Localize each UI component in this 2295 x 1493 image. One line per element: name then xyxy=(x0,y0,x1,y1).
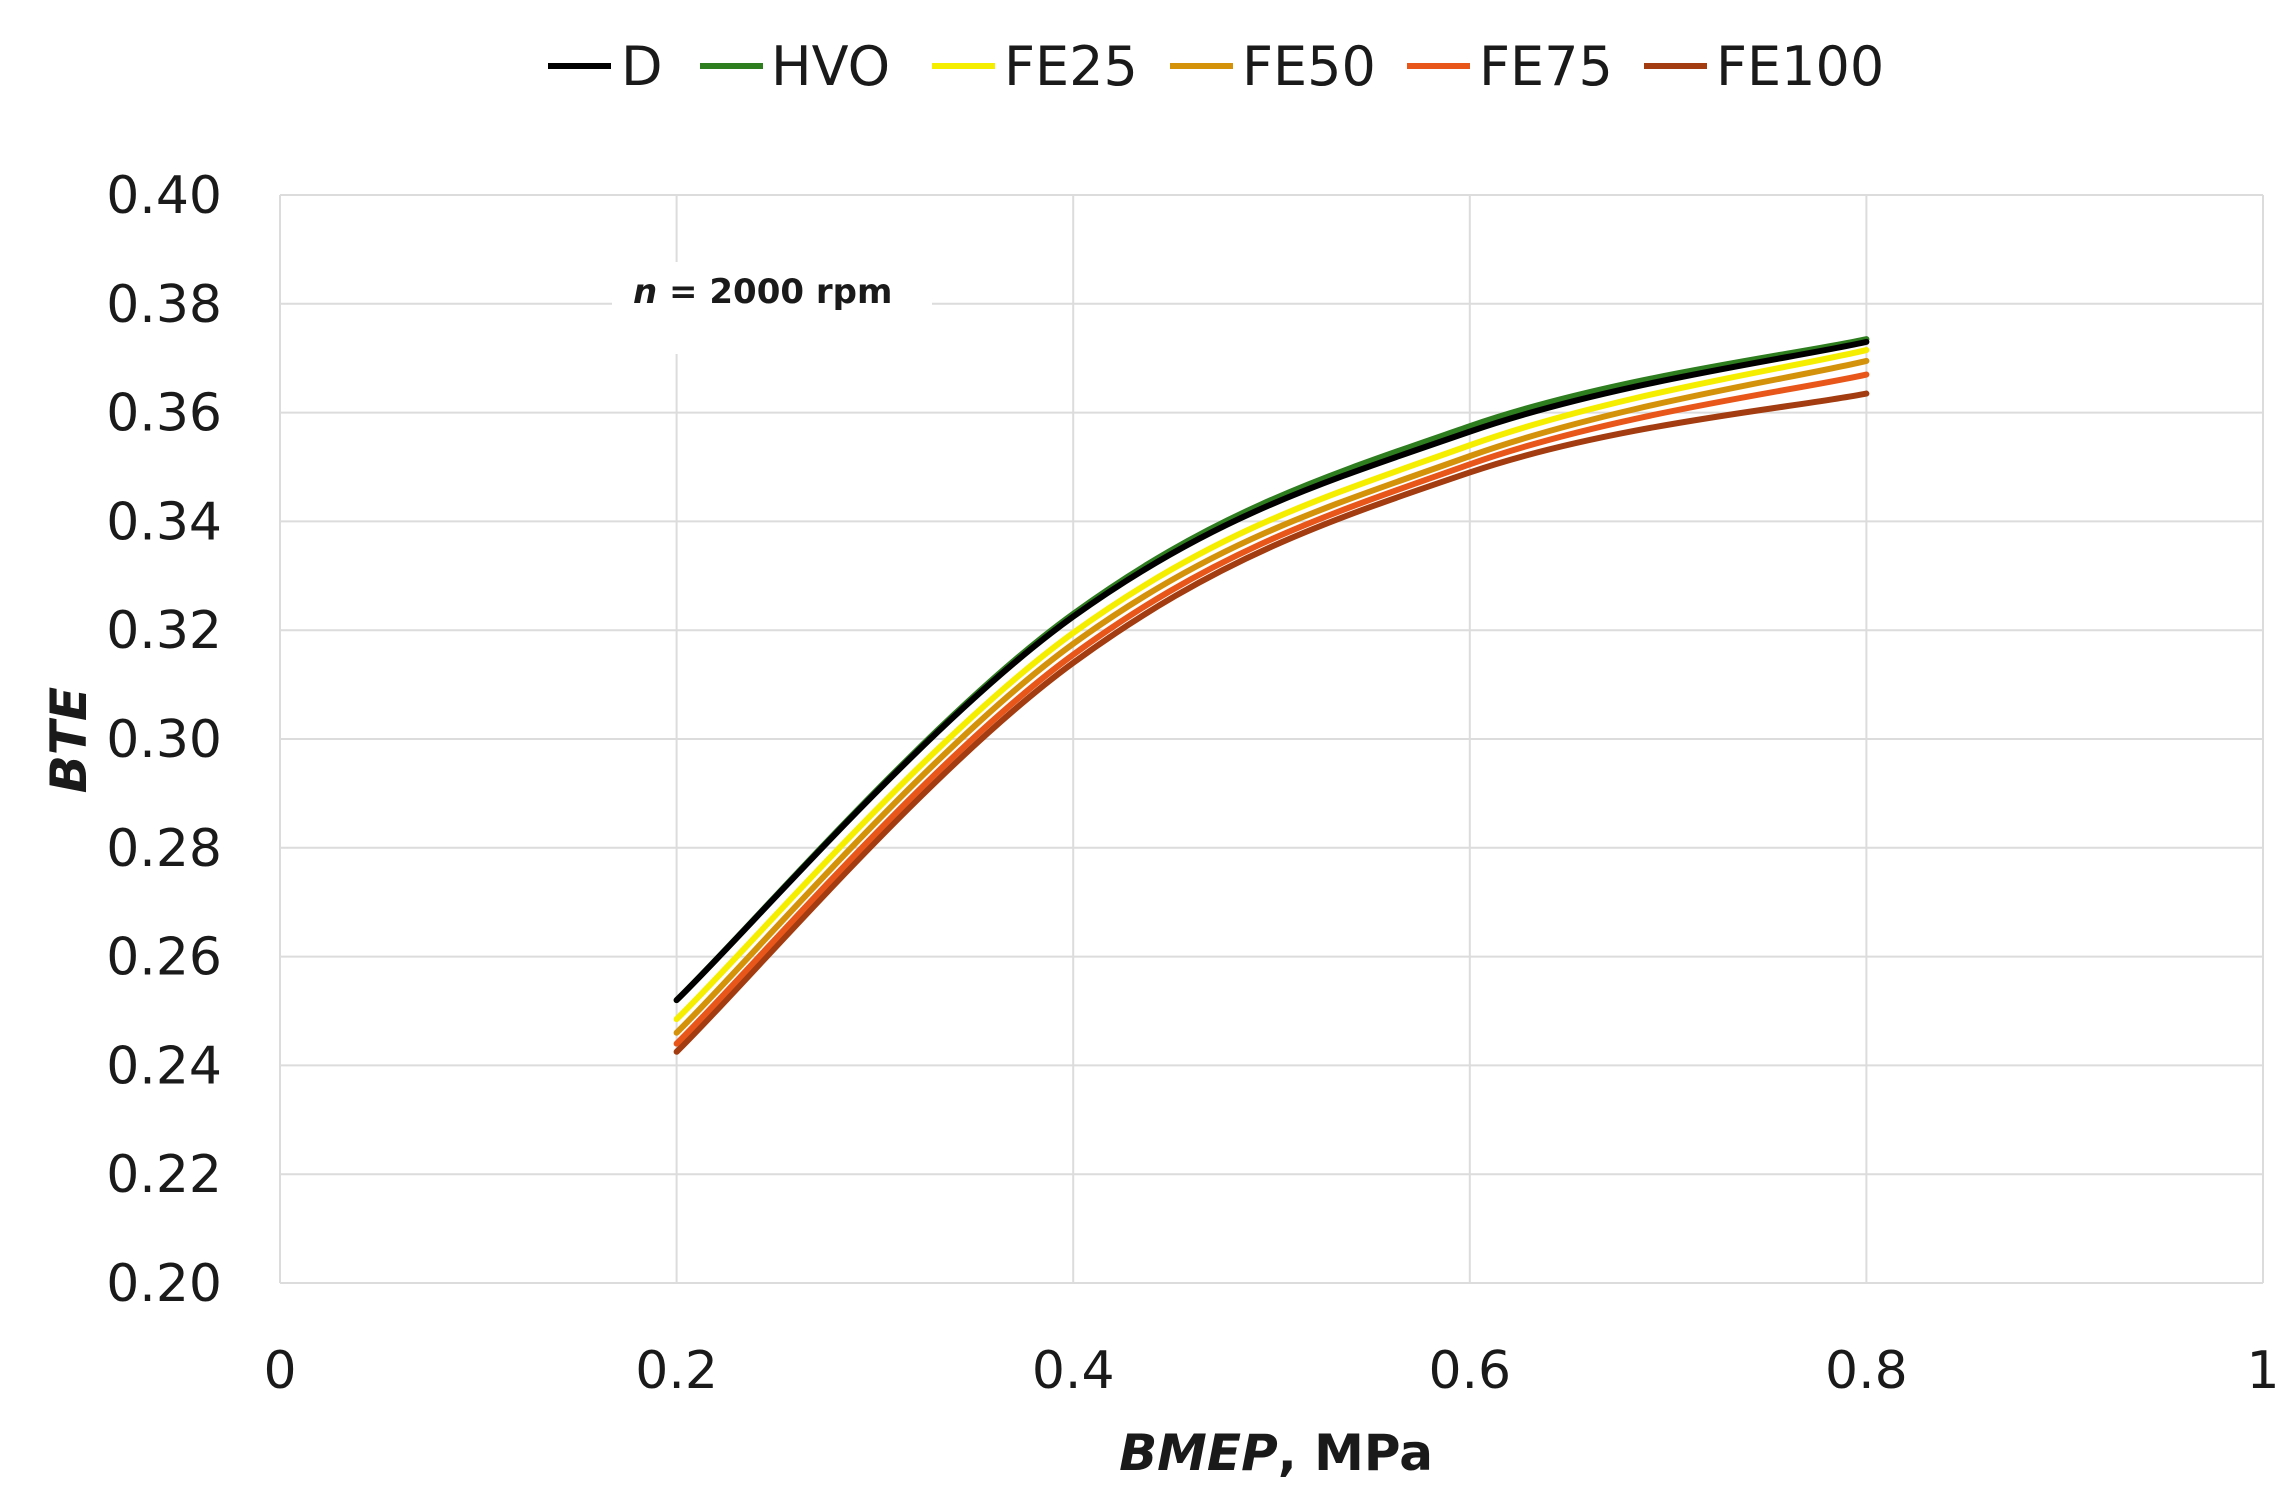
y-tick-label: 0.24 xyxy=(106,1036,222,1096)
y-tick-label: 0.38 xyxy=(106,275,222,335)
series-line-fe25 xyxy=(673,347,1870,1023)
y-axis-ticks: 0.20 0.22 0.24 0.26 0.28 0.30 0.32 0.34 0.36 0.38… xyxy=(106,166,222,1314)
y-tick-label: 0.40 xyxy=(106,166,222,226)
x-axis-title-rest: , MPa xyxy=(1278,1424,1433,1482)
x-axis-title-italic: BMEP xyxy=(1119,1424,1278,1482)
y-tick-label: 0.36 xyxy=(106,384,222,444)
legend-label-fe75: FE75 xyxy=(1479,35,1613,98)
annotation: n = 2000 rpm xyxy=(633,272,892,312)
x-tick-label: 0.8 xyxy=(1825,1341,1908,1401)
y-tick-label: 0.32 xyxy=(106,601,222,661)
legend-label-fe50: FE50 xyxy=(1242,35,1376,98)
legend-label-fe25: FE25 xyxy=(1004,35,1138,98)
gridlines xyxy=(279,194,2264,1284)
series-layer xyxy=(673,336,1870,1055)
x-axis-title: BMEP, MPa xyxy=(1119,1424,1433,1482)
annotation-background xyxy=(612,262,932,354)
y-tick-label: 0.22 xyxy=(106,1145,222,1205)
series-line-fe75 xyxy=(673,371,1870,1047)
series-line-fe50 xyxy=(673,357,1870,1036)
y-tick-label: 0.26 xyxy=(106,928,222,988)
series-line-d xyxy=(673,338,1870,1004)
legend: D HVO FE25 FE50 FE75 FE100 xyxy=(548,35,1884,98)
x-axis-ticks: 0 0.2 0.4 0.6 0.8 1 xyxy=(263,1341,2279,1401)
x-tick-label: 0.6 xyxy=(1428,1341,1511,1401)
legend-label-d: D xyxy=(621,35,663,98)
annotation-rest: = 2000 rpm xyxy=(657,272,892,312)
y-tick-label: 0.30 xyxy=(106,710,222,770)
y-tick-label: 0.34 xyxy=(106,492,222,552)
annotation-italic: n xyxy=(633,272,657,312)
y-axis-title: BTE xyxy=(40,687,98,793)
y-tick-label: 0.28 xyxy=(106,819,222,879)
x-tick-label: 0.4 xyxy=(1032,1341,1115,1401)
x-tick-label: 0.2 xyxy=(635,1341,718,1401)
y-tick-label: 0.20 xyxy=(106,1254,222,1314)
series-line-fe100 xyxy=(673,390,1870,1055)
x-tick-label: 1 xyxy=(2246,1341,2279,1401)
series-line-hvo xyxy=(673,336,1870,1004)
x-tick-label: 0 xyxy=(263,1341,296,1401)
legend-label-fe100: FE100 xyxy=(1716,35,1884,98)
legend-label-hvo: HVO xyxy=(771,35,890,98)
